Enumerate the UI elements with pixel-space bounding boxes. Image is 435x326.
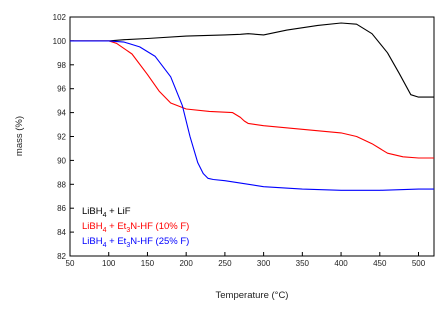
x-tick-label: 250: [218, 259, 232, 268]
x-tick-label: 450: [373, 259, 387, 268]
x-tick-label: 300: [257, 259, 271, 268]
legend-text-part: N-HF (25% F): [130, 236, 189, 247]
x-tick-label: 150: [141, 259, 155, 268]
y-tick-label: 100: [53, 37, 67, 46]
axis-ticks: 50 100 150 200 250 300 350 400 450 500 82 84 86 88 90 9…: [53, 13, 426, 268]
x-tick-label: 200: [179, 259, 193, 268]
legend-entry-1: LiBH4 + LiF: [82, 206, 131, 219]
y-tick-label: 84: [57, 228, 66, 237]
x-tick-label: 400: [334, 259, 348, 268]
series-curves: [70, 22, 434, 191]
series-line-2: [70, 40, 434, 159]
y-axis-title: mass (%): [14, 116, 25, 156]
y-tick-label: 92: [57, 133, 66, 142]
y-tick-label: 86: [57, 204, 66, 213]
x-tick-label: 350: [296, 259, 310, 268]
legend-text-part: + Et: [107, 221, 127, 232]
y-tick-label: 82: [57, 252, 66, 261]
legend-entry-2: LiBH4 + Et3N-HF (10% F): [82, 221, 189, 234]
legend-subscript: 4: [103, 242, 107, 249]
legend-text-part: + LiF: [107, 206, 131, 217]
legend-entry-3: LiBH4 + Et3N-HF (25% F): [82, 236, 189, 249]
x-tick-label: 500: [412, 259, 426, 268]
legend-subscript: 4: [103, 227, 107, 234]
y-tick-label: 98: [57, 61, 66, 70]
y-tick-label: 94: [57, 109, 66, 118]
legend-text-part: LiBH: [82, 221, 103, 232]
x-axis-title: Temperature (°C): [216, 290, 289, 301]
y-tick-label: 88: [57, 180, 66, 189]
legend-text-part: + Et: [107, 236, 127, 247]
series-line-3: [70, 40, 434, 191]
x-tick-label: 100: [102, 259, 116, 268]
y-tick-label: 96: [57, 85, 66, 94]
y-tick-label: 102: [53, 13, 67, 22]
legend-subscript: 3: [126, 227, 130, 234]
series-line-1: [70, 22, 434, 98]
legend-text-part: LiBH: [82, 236, 103, 247]
legend-subscript: 3: [126, 242, 130, 249]
legend-text-part: LiBH: [82, 206, 103, 217]
legend-subscript: 4: [103, 212, 107, 219]
legend-text-part: N-HF (10% F): [130, 221, 189, 232]
y-tick-label: 90: [57, 156, 66, 165]
x-tick-label: 50: [66, 259, 75, 268]
